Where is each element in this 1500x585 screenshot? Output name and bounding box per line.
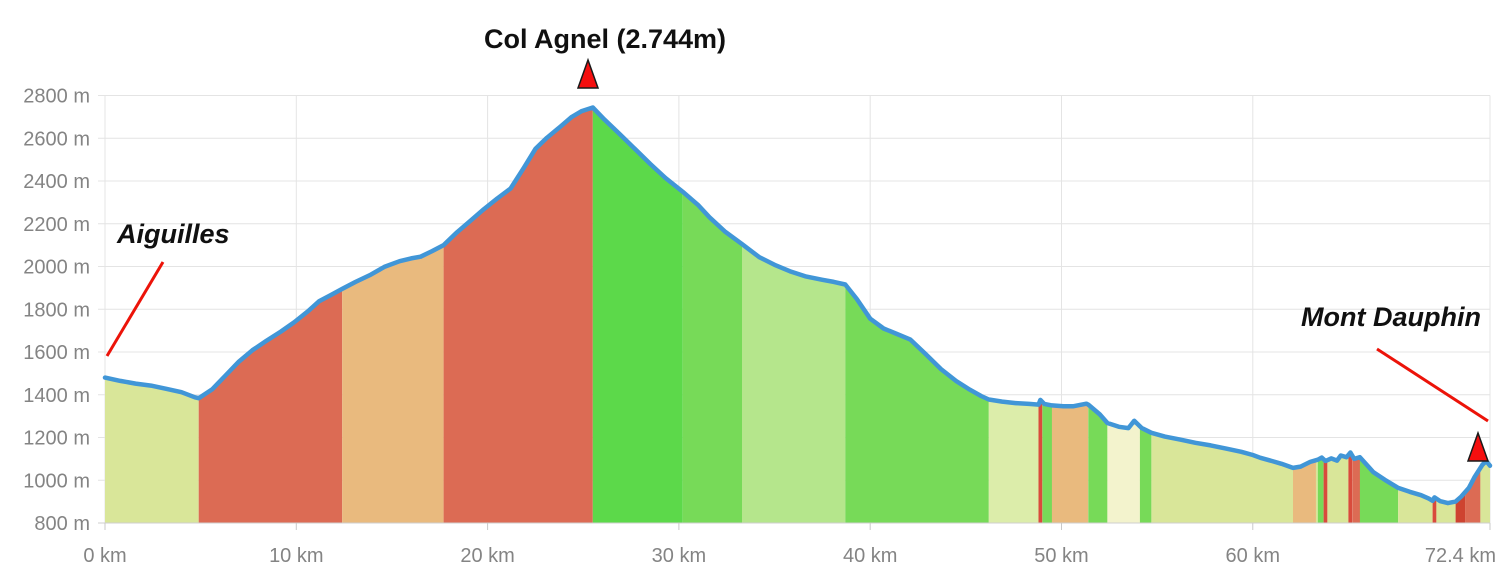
gradient-band — [1359, 107, 1399, 523]
y-tick-label: 1000 m — [23, 470, 90, 492]
gradient-band — [988, 107, 1039, 523]
annotation-mont-dauphin: Mont Dauphin — [1301, 302, 1481, 332]
gradient-band — [1436, 107, 1456, 523]
gradient-band — [845, 107, 989, 523]
x-tick-label: 0 km — [83, 545, 126, 567]
gradient-band — [1398, 107, 1433, 523]
y-tick-label: 2600 m — [23, 128, 90, 150]
annotation-aiguilles: Aiguilles — [116, 219, 230, 249]
y-tick-label: 2200 m — [23, 214, 90, 236]
x-tick-label: 40 km — [843, 545, 897, 567]
annotations: Col Agnel (2.744m) Aiguilles Mont Dauphi… — [105, 24, 1490, 462]
x-tick-label: 10 km — [269, 545, 323, 567]
gradient-band — [1107, 107, 1140, 523]
y-tick-label: 800 m — [34, 513, 90, 535]
x-tick-label: 30 km — [652, 545, 706, 567]
gradient-band — [742, 107, 846, 523]
gradient-band — [1327, 107, 1349, 523]
elevation-line — [102, 105, 1493, 506]
y-tick-label: 1400 m — [23, 385, 90, 407]
y-tick-label: 2800 m — [23, 86, 90, 108]
gradient-band — [1151, 107, 1293, 523]
gradient-band — [1315, 107, 1318, 523]
gradient-band — [443, 107, 593, 523]
gradient-band — [105, 107, 199, 523]
gradient-band — [682, 107, 742, 523]
x-tick-label: 72.4 km — [1425, 545, 1496, 567]
gradient-band — [1432, 107, 1437, 523]
mont-dauphin-peak-marker-icon — [1466, 430, 1490, 462]
annotation-col-agnel: Col Agnel (2.744m) — [484, 24, 726, 54]
gradient-band — [1038, 107, 1043, 523]
y-tick-label: 1800 m — [23, 299, 90, 321]
x-tick-label: 50 km — [1034, 545, 1088, 567]
gradient-band — [1051, 107, 1089, 523]
x-tick-label: 20 km — [460, 545, 514, 567]
y-tick-label: 2400 m — [23, 171, 90, 193]
mont-dauphin-leader-line — [1376, 347, 1489, 423]
gradient-band — [1293, 107, 1316, 523]
gradient-band — [1455, 107, 1466, 523]
y-tick-label: 1600 m — [23, 342, 90, 364]
axis-tick-marks — [104, 523, 1491, 530]
aiguilles-leader-line — [105, 261, 165, 357]
gradient-band — [592, 107, 683, 523]
gradient-band — [1088, 107, 1108, 523]
y-tick-label: 1200 m — [23, 428, 90, 450]
gradient-band — [1139, 107, 1152, 523]
gradient-band — [198, 107, 343, 523]
gradient-band — [342, 107, 444, 523]
gradient-band — [1323, 107, 1328, 523]
gradient-band — [1352, 107, 1360, 523]
gradient-band — [1042, 107, 1052, 523]
col-agnel-peak-marker-icon — [576, 57, 600, 89]
gradient-band — [1317, 107, 1324, 523]
gradient-bands — [105, 107, 1490, 523]
x-tick-label: 60 km — [1226, 545, 1280, 567]
y-tick-label: 2000 m — [23, 257, 90, 279]
axis-labels: 0 km 10 km 20 km 30 km 40 km 50 km 60 km 72.4 k… — [23, 86, 1496, 568]
